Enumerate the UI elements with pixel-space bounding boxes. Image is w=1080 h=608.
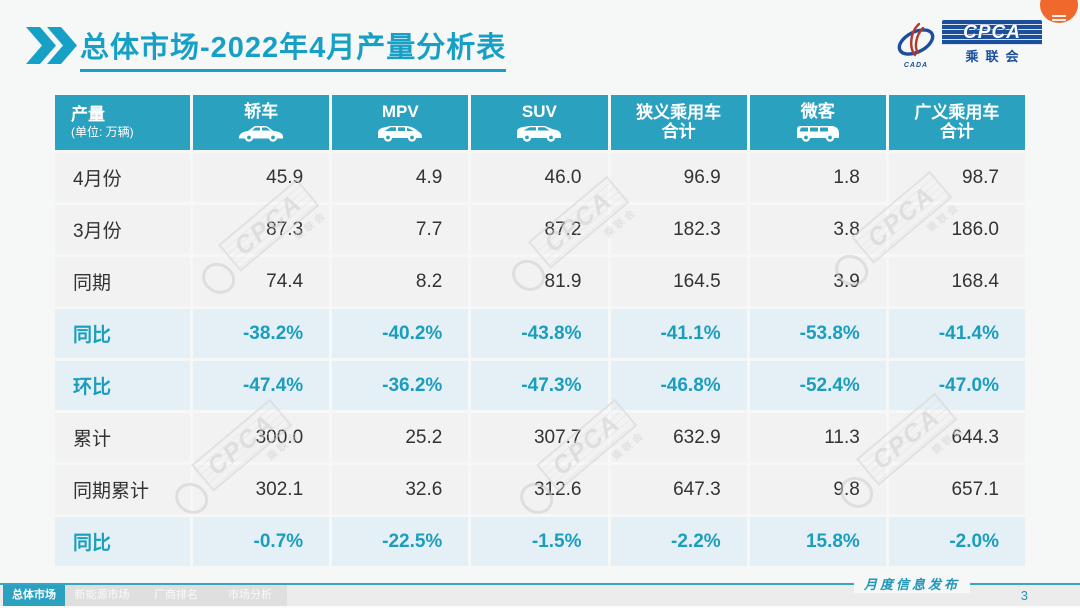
microvan-icon [794,122,842,143]
table-cell: 1.8 [749,153,886,202]
table-cell: -47.4% [193,361,330,410]
table-cell: 164.5 [610,257,747,306]
column-header: SUV [471,95,608,150]
footer-divider [0,583,1080,585]
release-label: 月度信息发布 [853,574,970,593]
table-cell: 302.1 [193,465,330,514]
table-cell: 25.2 [332,413,469,462]
cpca-cn-label: 乘联会 [965,49,1026,64]
row-label: 同比 [55,517,190,566]
column-header-label: 轿车 [244,101,279,121]
production-table: 产量 (单位: 万辆) 轿车 MPV SUV 狭义乘用车 合计 微客 广义乘用车 合计 4月份 4… [55,95,1025,566]
table-cell: -53.8% [749,309,886,358]
table-cell: -2.0% [888,517,1025,566]
column-header-label: 广义乘用车 合计 [914,102,1000,141]
bottom-margin [0,606,1080,608]
table-cell: 9.8 [749,465,886,514]
row-label: 同比 [55,309,190,358]
row-label: 累计 [55,413,190,462]
table-cell: 87.2 [471,205,608,254]
row-label: 4月份 [55,153,190,202]
column-header: 广义乘用车 合计 [888,95,1025,150]
table-cell: 15.8% [749,517,886,566]
table-cell: -1.5% [471,517,608,566]
table-cell: 74.4 [193,257,330,306]
mpv-icon [376,122,424,143]
table-cell: 632.9 [610,413,747,462]
table-cell: 3.8 [749,205,886,254]
table-cell: 81.9 [471,257,608,306]
column-header: 微客 [749,95,886,150]
double-chevron-icon [26,27,78,69]
table-cell: 8.2 [332,257,469,306]
table-cell: 87.3 [193,205,330,254]
column-header: 狭义乘用车 合计 [610,95,747,150]
page-title: 总体市场-2022年4月产量分析表 [80,24,507,72]
page-number: 3 [1020,588,1028,603]
table-cell: 300.0 [193,413,330,462]
table-cell: -47.3% [471,361,608,410]
row-label: 3月份 [55,205,190,254]
cpca-swoosh-icon: CADA [895,20,937,69]
row-label: 环比 [55,361,190,410]
column-header-label: SUV [521,101,557,121]
table-cell: 647.3 [610,465,747,514]
table-cell: 182.3 [610,205,747,254]
table-cell: -38.2% [193,309,330,358]
tab-overall-market[interactable]: 总体市场 [3,585,65,606]
table-cell: -22.5% [332,517,469,566]
tab-manufacturer-ranking[interactable]: 厂商排名 [139,585,213,606]
table-cell: 32.6 [332,465,469,514]
table-cell: 3.9 [749,257,886,306]
table-cell: -43.8% [471,309,608,358]
table-cell: 657.1 [888,465,1025,514]
column-header: MPV [332,95,469,150]
table-cell: 45.9 [193,153,330,202]
table-cell: -2.2% [610,517,747,566]
table-cell: 307.7 [471,413,608,462]
table-cell: -41.4% [888,309,1025,358]
table-cell: 644.3 [888,413,1025,462]
table-cell: 312.6 [471,465,608,514]
table-cell: -0.7% [193,517,330,566]
column-header-unit: 产量 (单位: 万辆) [55,95,190,150]
suv-icon [515,122,563,143]
unit-subtitle: (单位: 万辆) [71,125,134,140]
tab-market-analysis[interactable]: 市场分析 [213,585,287,606]
table-cell: 98.7 [888,153,1025,202]
table-cell: -41.1% [610,309,747,358]
floating-action-button[interactable] [1040,0,1078,23]
table-cell: 11.3 [749,413,886,462]
table-cell: 168.4 [888,257,1025,306]
table-cell: -36.2% [332,361,469,410]
row-label: 同期累计 [55,465,190,514]
column-header-label: MPV [381,101,419,121]
table-cell: 4.9 [332,153,469,202]
column-header: 轿车 [193,95,330,150]
column-header-label: 微客 [800,101,835,121]
sedan-icon [237,122,285,143]
table-cell: 46.0 [471,153,608,202]
tab-nev-market[interactable]: 新能源市场 [65,585,139,606]
row-label: 同期 [55,257,190,306]
table-cell: -52.4% [749,361,886,410]
table-cell: -40.2% [332,309,469,358]
cpca-wordmark: CPCA [942,20,1042,45]
table-cell: 186.0 [888,205,1025,254]
bottom-tab-bar: 总体市场 新能源市场 厂商排名 市场分析 [0,585,1080,606]
cpca-logo: CADA CPCA 乘联会 [895,20,1042,69]
table-cell: 96.9 [610,153,747,202]
cada-label: CADA [903,62,929,69]
column-header-label: 狭义乘用车 合计 [636,102,722,141]
table-cell: -47.0% [888,361,1025,410]
table-cell: 7.7 [332,205,469,254]
table-cell: -46.8% [610,361,747,410]
unit-title: 产量 [71,104,105,124]
